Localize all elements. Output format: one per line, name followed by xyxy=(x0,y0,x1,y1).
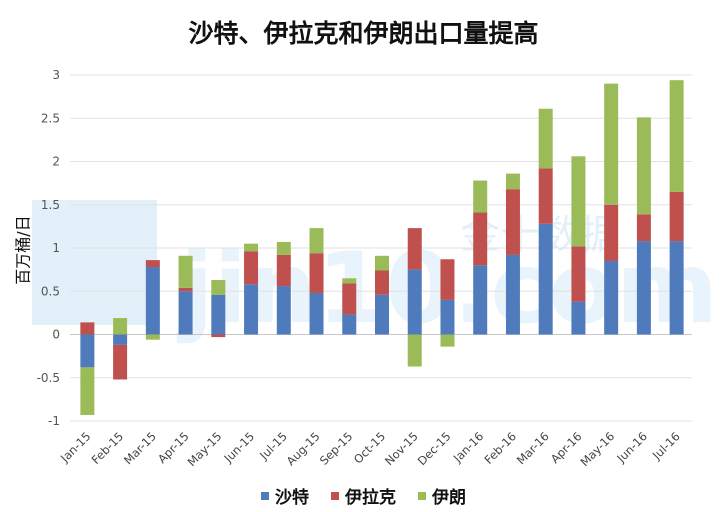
bar-saudi-Mar-15 xyxy=(145,267,160,335)
legend-label-iraq: 伊拉克 xyxy=(345,488,396,508)
bar-saudi-Dec-15 xyxy=(440,299,455,335)
bar-iraq-Apr-16 xyxy=(571,246,586,302)
bar-iraq-Jul-16 xyxy=(669,191,684,242)
bar-iraq-Mar-15 xyxy=(145,260,160,268)
bar-iraq-Aug-15 xyxy=(309,253,324,293)
bar-iran-Jan-16 xyxy=(473,180,488,213)
y-tick-label-8: -1 xyxy=(48,414,60,428)
bar-saudi-Jul-15 xyxy=(276,286,291,335)
bar-saudi-Apr-16 xyxy=(571,301,586,335)
legend-swatch-iraq xyxy=(331,491,339,500)
bar-iran-Jun-16 xyxy=(636,117,651,215)
x-tick-label-Dec-15: Dec-15 xyxy=(415,429,454,468)
bar-iran-Jan-15 xyxy=(80,367,95,415)
x-tick-label-May-15: May-15 xyxy=(185,429,225,469)
bar-iraq-Jun-15 xyxy=(244,251,259,285)
y-tick-label-3: 1.5 xyxy=(41,198,60,212)
bar-iraq-Sep-15 xyxy=(342,283,357,315)
bar-iran-Jul-16 xyxy=(669,80,684,192)
chart-title: 沙特、伊拉克和伊朗出口量提高 xyxy=(188,19,539,48)
x-tick-label-Aug-15: Aug-15 xyxy=(284,429,323,468)
legend-item-saudi: 沙特 xyxy=(261,483,309,508)
y-tick-label-5: 0.5 xyxy=(41,284,60,298)
bar-iraq-May-15 xyxy=(211,334,226,338)
bar-saudi-May-16 xyxy=(604,260,619,335)
bar-iraq-Jan-16 xyxy=(473,212,488,266)
legend-swatch-iran xyxy=(418,491,426,500)
legend-item-iran: 伊朗 xyxy=(418,483,466,508)
bar-iraq-Nov-15 xyxy=(407,228,422,270)
y-tick-label-1: 2.5 xyxy=(41,111,60,125)
bar-iraq-Feb-16 xyxy=(505,189,520,255)
x-tick-label-Mar-15: Mar-15 xyxy=(121,429,159,467)
y-tick-label-0: 3 xyxy=(52,68,60,82)
x-tick-label-Jun-15: Jun-15 xyxy=(221,429,258,466)
bar-iran-Feb-15 xyxy=(113,318,128,335)
bar-saudi-Nov-15 xyxy=(407,269,422,335)
x-tick-label-Jan-15: Jan-15 xyxy=(57,429,93,465)
bar-iran-Jul-15 xyxy=(276,241,291,255)
bar-iraq-Oct-15 xyxy=(375,270,389,295)
y-tick-label-2: 2 xyxy=(52,155,60,169)
bar-iran-Nov-15 xyxy=(407,334,422,367)
bar-iraq-Feb-15 xyxy=(113,344,128,380)
bar-iran-Apr-16 xyxy=(571,156,586,247)
bar-saudi-Jun-16 xyxy=(636,241,651,335)
bar-iraq-Jul-15 xyxy=(276,254,291,287)
bar-iraq-Dec-15 xyxy=(440,259,455,300)
bar-iraq-Jun-16 xyxy=(636,214,651,242)
x-tick-label-Nov-15: Nov-15 xyxy=(382,429,421,468)
y-tick-label-4: 1 xyxy=(52,241,60,255)
x-tick-label-Feb-15: Feb-15 xyxy=(89,429,127,467)
bar-saudi-Apr-15 xyxy=(178,291,193,335)
bar-iran-Mar-16 xyxy=(538,108,553,169)
x-tick-label-Feb-16: Feb-16 xyxy=(481,429,519,467)
x-tick-label-Mar-16: Mar-16 xyxy=(514,429,552,467)
bar-saudi-Jan-15 xyxy=(80,334,95,368)
x-tick-label-Jan-16: Jan-16 xyxy=(450,429,486,465)
bar-iran-Jun-15 xyxy=(244,243,259,252)
bar-saudi-Mar-16 xyxy=(538,223,553,335)
watermark-logo-block xyxy=(32,200,157,325)
legend-item-iraq: 伊拉克 xyxy=(331,483,396,508)
bar-iraq-Jan-15 xyxy=(80,322,95,335)
bar-saudi-Oct-15 xyxy=(375,294,389,335)
bar-iraq-Apr-15 xyxy=(178,287,193,292)
x-tick-label-Jun-16: Jun-16 xyxy=(613,429,650,466)
bar-iran-Feb-16 xyxy=(505,173,520,190)
bar-iran-Sep-15 xyxy=(342,278,357,284)
legend-label-saudi: 沙特 xyxy=(275,488,309,508)
legend-label-iran: 伊朗 xyxy=(432,488,466,508)
x-tick-label-May-16: May-16 xyxy=(577,429,617,469)
x-tick-label-Oct-15: Oct-15 xyxy=(351,429,388,466)
bar-iran-Mar-15 xyxy=(145,334,160,340)
bar-saudi-May-15 xyxy=(211,294,226,335)
bar-iran-Aug-15 xyxy=(309,228,324,254)
bar-saudi-Sep-15 xyxy=(342,314,357,335)
bar-saudi-Jul-16 xyxy=(669,241,684,335)
bar-iran-Apr-15 xyxy=(178,255,193,288)
bar-iraq-Mar-16 xyxy=(538,168,553,224)
y-tick-label-7: -0.5 xyxy=(37,371,60,385)
bar-iraq-May-16 xyxy=(604,204,619,261)
bar-saudi-Jan-16 xyxy=(473,265,488,335)
bar-saudi-Feb-15 xyxy=(113,334,128,345)
bar-iran-May-16 xyxy=(604,83,619,205)
y-tick-label-6: 0 xyxy=(52,328,60,342)
bar-saudi-Feb-16 xyxy=(505,254,520,335)
bar-iran-May-15 xyxy=(211,280,226,295)
bar-iran-Dec-15 xyxy=(440,334,455,347)
x-tick-label-Sep-15: Sep-15 xyxy=(317,429,356,468)
bar-saudi-Aug-15 xyxy=(309,292,324,335)
x-tick-label-Jul-16: Jul-16 xyxy=(649,429,683,463)
legend: 沙特 伊拉克 伊朗 xyxy=(0,483,727,508)
bar-saudi-Jun-15 xyxy=(244,284,259,335)
bar-iran-Oct-15 xyxy=(375,255,389,271)
legend-swatch-saudi xyxy=(261,491,269,500)
